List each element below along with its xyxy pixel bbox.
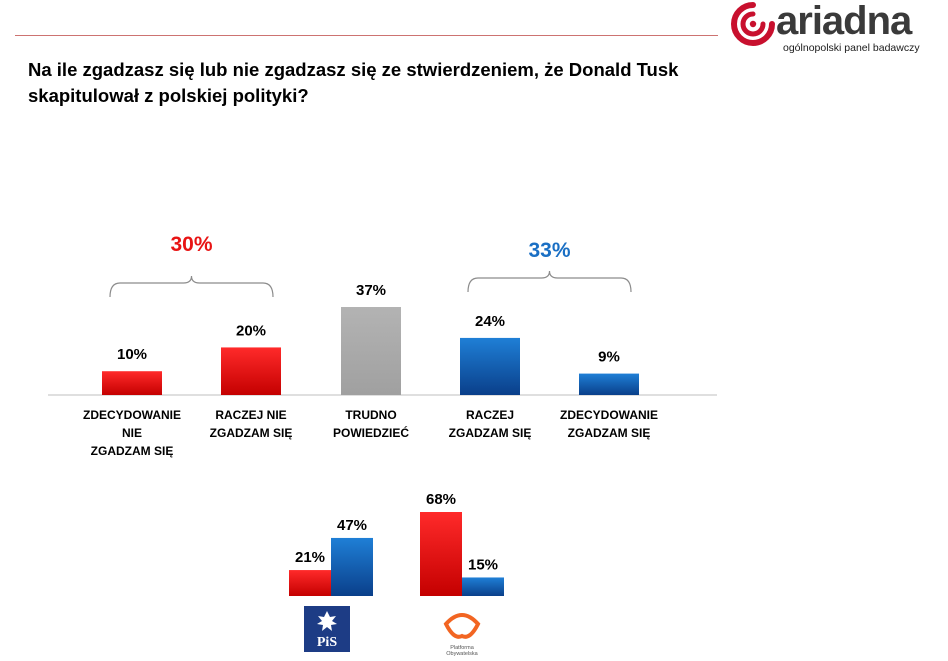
bar-value-label: 20%: [236, 322, 266, 339]
bar-2: [341, 307, 401, 395]
category-label: ZDECYDOWANIE ZGADZAM SIĘ: [559, 408, 658, 440]
category-label: RACZEJ ZGADZAM SIĘ: [448, 408, 532, 440]
bar-1: [221, 347, 281, 395]
pis-logo: PiS: [304, 606, 350, 652]
bar-value-label: 37%: [356, 282, 386, 299]
group-brace: [109, 275, 274, 298]
bar-value-label: 9%: [598, 349, 620, 366]
group-brace: [467, 270, 632, 293]
bar-value-label: 10%: [117, 346, 147, 363]
ariadna-spiral-icon: [731, 2, 775, 46]
po-logo: Platforma Obywatelska: [443, 613, 481, 657]
header-rule: [15, 35, 718, 36]
po-logo-line2: Obywatelska: [446, 651, 478, 657]
bar-value-label: 24%: [475, 313, 505, 330]
category-label: ZDECYDOWANIE NIE ZGADZAM SIĘ: [82, 408, 181, 458]
ariadna-logo: ariadna ogólnopolski panel badawczy: [726, 0, 948, 56]
group-total-label: 33%: [528, 239, 570, 262]
category-label: RACZEJ NIE ZGADZAM SIĘ: [209, 408, 293, 440]
po-logo-line1: Platforma: [450, 645, 474, 651]
bar-4: [579, 373, 639, 395]
brand-name: ariadna: [776, 0, 912, 43]
bar-0: [102, 371, 162, 395]
brand-tagline: ogólnopolski panel badawczy: [783, 42, 920, 54]
group-total-label: 30%: [170, 233, 212, 256]
question-title: Na ile zgadzasz się lub nie zgadzasz się…: [28, 59, 679, 106]
bar-3: [460, 337, 520, 395]
category-label: TRUDNO POWIEDZIEĆ: [332, 408, 409, 440]
pis-logo-text: PiS: [317, 635, 337, 650]
